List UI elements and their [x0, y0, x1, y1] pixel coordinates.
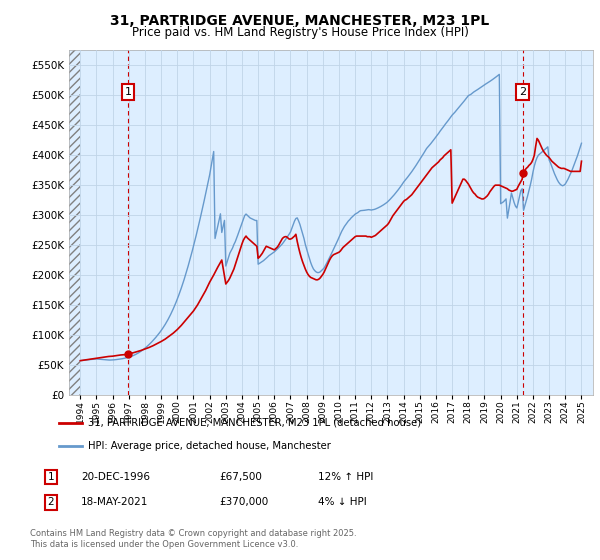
Text: 1: 1: [125, 87, 131, 97]
Text: 12% ↑ HPI: 12% ↑ HPI: [318, 472, 373, 482]
Text: 2: 2: [47, 497, 55, 507]
Text: Price paid vs. HM Land Registry's House Price Index (HPI): Price paid vs. HM Land Registry's House …: [131, 26, 469, 39]
Text: 31, PARTRIDGE AVENUE, MANCHESTER, M23 1PL: 31, PARTRIDGE AVENUE, MANCHESTER, M23 1P…: [110, 14, 490, 28]
Text: 18-MAY-2021: 18-MAY-2021: [81, 497, 148, 507]
Text: 2: 2: [519, 87, 526, 97]
Text: £67,500: £67,500: [219, 472, 262, 482]
Text: 20-DEC-1996: 20-DEC-1996: [81, 472, 150, 482]
Bar: [69, 50, 80, 395]
Text: HPI: Average price, detached house, Manchester: HPI: Average price, detached house, Manc…: [88, 441, 331, 451]
Text: £370,000: £370,000: [219, 497, 268, 507]
Text: 31, PARTRIDGE AVENUE, MANCHESTER, M23 1PL (detached house): 31, PARTRIDGE AVENUE, MANCHESTER, M23 1P…: [88, 418, 421, 428]
Text: 4% ↓ HPI: 4% ↓ HPI: [318, 497, 367, 507]
Text: Contains HM Land Registry data © Crown copyright and database right 2025.
This d: Contains HM Land Registry data © Crown c…: [30, 529, 356, 549]
Text: 1: 1: [47, 472, 55, 482]
